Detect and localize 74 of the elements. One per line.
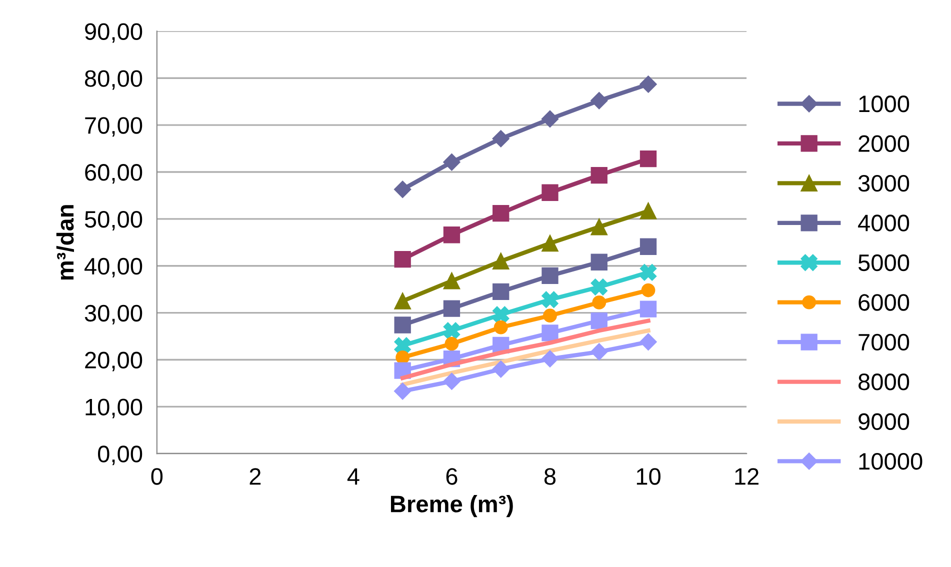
point: [640, 76, 657, 93]
legend-label: 4000: [858, 214, 910, 232]
y-tick-label: 30,00: [84, 304, 142, 324]
point: [443, 300, 460, 317]
point: [641, 283, 656, 298]
point: [590, 254, 608, 270]
x-tick-label: 8: [544, 468, 556, 485]
y-tick-label: 80,00: [84, 70, 142, 90]
point: [640, 202, 657, 220]
y-tick-label: 0,00: [98, 446, 142, 466]
legend-label: 7000: [858, 334, 910, 351]
x-tick-label: 6: [446, 468, 458, 485]
point: [443, 154, 460, 171]
point: [590, 166, 608, 184]
y-tick-label: 60,00: [85, 164, 142, 184]
point: [443, 272, 460, 290]
point: [443, 226, 460, 244]
x-tick-label: 2: [250, 468, 261, 485]
point: [492, 252, 510, 270]
point: [396, 350, 410, 364]
point: [492, 204, 510, 222]
point: [394, 250, 411, 268]
x-tick-label: 4: [347, 468, 360, 485]
legend-label: 8000: [858, 374, 910, 390]
legend-label: 6000: [858, 294, 910, 311]
point: [640, 333, 657, 350]
point: [590, 343, 608, 360]
point: [541, 110, 559, 128]
point: [494, 320, 508, 334]
point: [590, 312, 608, 330]
point: [590, 278, 608, 296]
y-tick-label: 70,00: [85, 117, 142, 137]
point: [541, 350, 559, 368]
point: [394, 316, 411, 334]
point: [640, 238, 657, 255]
point: [542, 234, 558, 252]
point: [492, 130, 510, 148]
point: [394, 337, 411, 354]
x-tick-label: 0: [151, 468, 163, 485]
legend-label: 1000: [859, 96, 910, 112]
legend-label: 9000: [858, 413, 910, 430]
legend-label: 5000: [858, 254, 910, 272]
y-axis-title: m³/dan: [56, 205, 74, 280]
point: [590, 92, 608, 110]
x-axis-title: Breme (m³): [390, 495, 513, 518]
y-tick-label: 10,00: [86, 398, 142, 418]
point: [444, 336, 459, 351]
x-tick-label: 10: [636, 468, 660, 485]
point: [542, 267, 558, 284]
point: [542, 184, 558, 201]
point: [640, 150, 657, 168]
point: [443, 372, 460, 390]
point: [640, 264, 657, 281]
y-tick-label: 40,00: [84, 258, 142, 278]
point: [492, 283, 510, 300]
y-tick-label: 50,00: [84, 210, 142, 230]
point: [394, 382, 412, 400]
legend-label: 3000: [858, 174, 910, 192]
y-tick-label: 20,00: [85, 352, 142, 372]
legend-label: 10000: [859, 452, 922, 470]
point: [443, 322, 460, 339]
point: [640, 300, 657, 318]
point: [492, 306, 510, 324]
point: [590, 218, 608, 236]
point: [543, 308, 557, 323]
point: [394, 180, 412, 198]
x-tick-label: 12: [735, 468, 758, 485]
point: [542, 291, 558, 308]
point: [542, 324, 558, 342]
point: [394, 292, 411, 310]
y-tick-label: 90,00: [85, 23, 142, 43]
point: [592, 296, 606, 310]
legend-label: 2000: [858, 135, 910, 152]
point: [492, 360, 510, 378]
